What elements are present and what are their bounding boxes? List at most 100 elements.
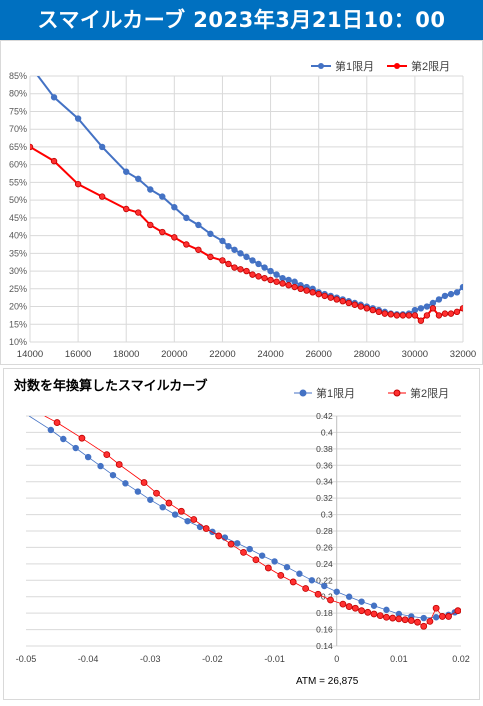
data-point xyxy=(381,310,389,317)
data-point xyxy=(237,250,244,257)
data-point xyxy=(438,613,446,620)
y-tick-label: 20% xyxy=(9,302,27,312)
data-point xyxy=(375,308,383,316)
data-point xyxy=(333,588,340,595)
data-point xyxy=(297,285,304,292)
data-point xyxy=(255,273,262,280)
data-point xyxy=(333,296,340,303)
data-point xyxy=(84,453,92,461)
x-tick-label: 28000 xyxy=(354,349,380,360)
x-tick-label: 0 xyxy=(334,654,339,664)
y-tick-label: 0.2 xyxy=(321,592,333,602)
data-point xyxy=(159,503,166,511)
data-point xyxy=(339,600,347,608)
data-point xyxy=(183,214,190,222)
series-1 xyxy=(36,76,463,318)
data-point xyxy=(363,305,370,312)
data-point xyxy=(327,596,334,604)
data-point xyxy=(303,287,310,294)
x-tick-label: 24000 xyxy=(257,349,283,360)
y-tick-label: 0.36 xyxy=(316,460,333,470)
data-point xyxy=(417,317,425,324)
data-point xyxy=(432,614,440,621)
data-point xyxy=(309,289,316,296)
data-point xyxy=(393,312,401,319)
data-point xyxy=(53,419,61,426)
data-point xyxy=(411,306,419,314)
data-point xyxy=(423,312,431,319)
y-tick-label: 85% xyxy=(9,71,27,81)
y-tick-label: 15% xyxy=(9,319,27,329)
data-point xyxy=(195,246,202,253)
x-tick-label: 0.02 xyxy=(452,654,470,664)
data-point xyxy=(267,267,274,275)
data-point xyxy=(72,444,79,452)
data-point xyxy=(30,143,34,151)
data-point xyxy=(249,257,256,264)
x-tick-label: 16000 xyxy=(65,349,91,360)
data-point xyxy=(453,289,461,296)
data-point xyxy=(50,94,58,101)
x-tick-label: 0.01 xyxy=(390,654,408,664)
data-point xyxy=(171,204,178,211)
data-point xyxy=(279,274,286,282)
data-point xyxy=(165,499,173,507)
y-tick-label: 0.24 xyxy=(316,559,333,569)
data-point xyxy=(345,603,353,610)
data-point xyxy=(261,274,268,282)
data-point xyxy=(302,585,310,592)
data-point xyxy=(447,310,455,317)
y-tick-label: 10% xyxy=(9,337,27,347)
data-point xyxy=(60,435,67,443)
data-point xyxy=(47,426,55,434)
data-point xyxy=(435,312,443,319)
data-point xyxy=(231,246,238,253)
x-tick-label: 32000 xyxy=(450,349,476,360)
legend-label: 第1限月 xyxy=(316,386,355,400)
series-line xyxy=(56,422,459,627)
data-point xyxy=(345,593,353,600)
data-point xyxy=(147,186,154,193)
data-point xyxy=(389,614,397,622)
y-tick-label: 40% xyxy=(9,231,27,241)
smile-curve-chart: 10% 15% 20% 25% 30% 35% 40% 45% 50% 55% 60% 65% 70% 7… xyxy=(0,40,483,365)
data-point xyxy=(147,221,154,229)
legend-label: 第1限月 xyxy=(335,59,374,73)
data-point xyxy=(358,598,365,605)
data-point xyxy=(153,489,160,497)
data-point xyxy=(357,303,364,310)
data-point xyxy=(183,241,190,248)
data-point xyxy=(219,237,226,245)
data-point xyxy=(459,305,463,312)
data-point xyxy=(441,310,449,317)
data-point xyxy=(369,306,376,314)
data-point xyxy=(227,540,235,548)
data-point xyxy=(264,564,272,572)
data-point xyxy=(399,312,407,319)
y-tick-label: 0.42 xyxy=(316,411,333,421)
data-point xyxy=(140,479,148,486)
data-point xyxy=(327,294,334,301)
data-point xyxy=(135,175,142,183)
data-point xyxy=(255,260,262,268)
data-point xyxy=(147,496,154,503)
legend-marker xyxy=(318,63,324,69)
atm-annotation: ATM = 26,875 xyxy=(296,676,359,687)
legend-marker xyxy=(394,63,400,69)
series-line xyxy=(30,146,463,323)
series-line xyxy=(36,76,463,316)
data-point xyxy=(423,303,431,310)
data-point xyxy=(277,571,285,579)
data-point xyxy=(195,221,202,229)
trend-line xyxy=(28,416,52,431)
data-point xyxy=(177,507,185,515)
y-tick-label: 70% xyxy=(9,124,27,134)
data-point xyxy=(417,305,425,312)
data-point xyxy=(115,461,123,468)
data-point xyxy=(184,517,191,525)
data-point xyxy=(98,193,106,200)
data-point xyxy=(414,618,421,626)
y-tick-label: 0.22 xyxy=(316,575,333,585)
data-point xyxy=(159,228,166,236)
data-point xyxy=(219,257,226,264)
